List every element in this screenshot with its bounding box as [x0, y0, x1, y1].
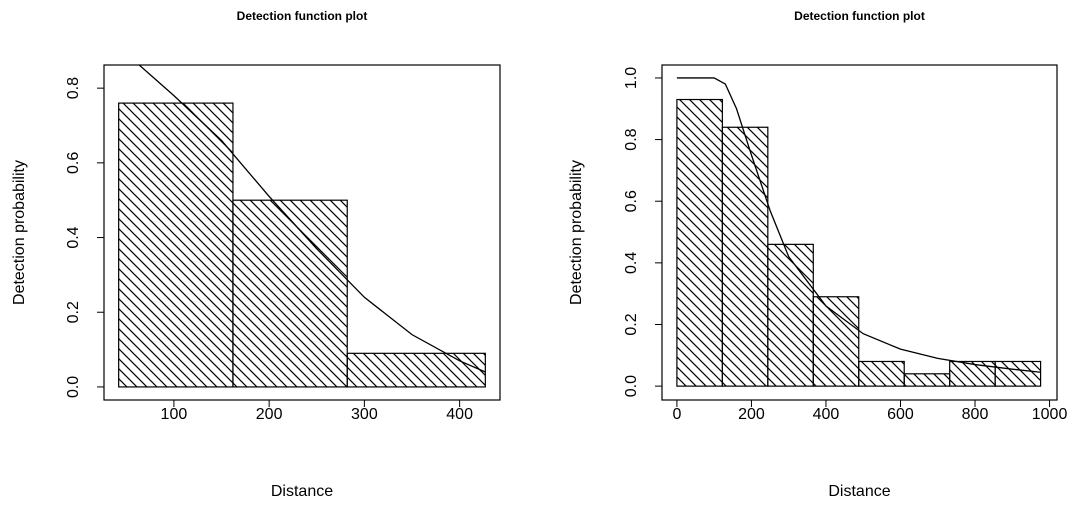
detection-curve [138, 65, 486, 373]
x-tick-label: 100 [161, 406, 188, 423]
y-tick-label: 0.0 [623, 375, 640, 397]
chart-title: Detection function plot [237, 9, 368, 23]
y-tick-label: 0.2 [65, 301, 82, 323]
bar [858, 360, 905, 387]
panel: Detection function plot Distance Detection… [11, 9, 501, 500]
y-axis-label: Detection probability [568, 160, 585, 305]
x-tick-label: 600 [887, 406, 914, 423]
x-tick-label: 300 [351, 406, 378, 423]
bar [721, 126, 769, 387]
x-axis-label: Distance [828, 483, 890, 500]
bar [676, 98, 723, 387]
plot-box [661, 64, 1058, 401]
y-tick-label: 0.2 [623, 313, 640, 335]
x-tick-label: 0 [672, 406, 681, 423]
y-tick-label: 0.8 [623, 128, 640, 150]
y-tick-label: 0.8 [65, 77, 82, 99]
bar [767, 243, 814, 387]
bar [232, 199, 348, 388]
bar [118, 102, 234, 388]
x-tick-label: 200 [256, 406, 283, 423]
bar [949, 360, 996, 387]
x-tick-label: 400 [446, 406, 473, 423]
panel: Detection function plot Distance Detection… [568, 9, 1067, 500]
x-tick-label: 1000 [1032, 406, 1068, 423]
y-tick-label: 0.4 [623, 252, 640, 274]
bar [346, 352, 486, 388]
y-tick-label: 0.4 [65, 226, 82, 248]
y-tick-label: 1.0 [623, 67, 640, 89]
x-tick-label: 200 [738, 406, 765, 423]
detection-curve [676, 77, 1041, 373]
y-tick-label: 0.6 [65, 152, 82, 174]
y-tick-label: 0.0 [65, 376, 82, 398]
plot-box [103, 64, 501, 401]
x-axis-label: Distance [271, 483, 333, 500]
bar [812, 296, 860, 387]
bar [994, 360, 1042, 387]
y-axis-label: Detection probability [11, 160, 28, 305]
x-tick-label: 400 [813, 406, 840, 423]
chart-title: Detection function plot [794, 9, 925, 23]
x-tick-label: 800 [962, 406, 989, 423]
bar [903, 373, 951, 387]
y-tick-label: 0.6 [623, 190, 640, 212]
